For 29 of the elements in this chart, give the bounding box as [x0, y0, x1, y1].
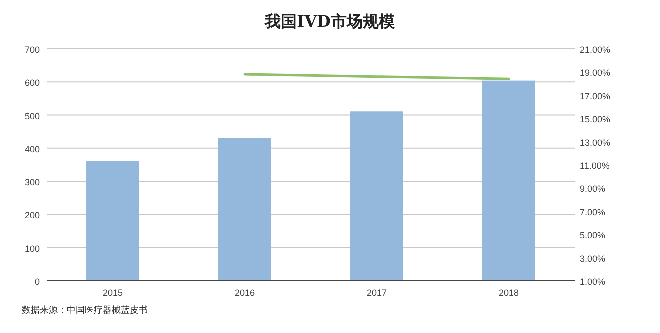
x-tick-label: 2017: [366, 288, 388, 298]
y2-tick-label: 7.00%: [580, 207, 606, 218]
bar: [218, 138, 272, 281]
y-tick-label: 200: [24, 210, 40, 221]
y-tick-label: 100: [24, 244, 40, 254]
source-note: 数据来源：中国医疗器械蓝皮书: [22, 305, 148, 315]
bar: [86, 161, 140, 281]
y2-tick-label: 19.00%: [580, 68, 611, 78]
y-tick-label: 600: [24, 78, 40, 88]
y-tick-label: 500: [24, 111, 40, 122]
y2-tick-label: 5.00%: [580, 230, 606, 241]
y-tick-label: 300: [24, 178, 40, 188]
y-tick-label: 400: [24, 144, 40, 154]
y2-tick-label: 21.00%: [580, 45, 611, 55]
bar: [350, 112, 404, 281]
y2-tick-label: 11.00%: [580, 161, 610, 171]
x-tick-label: 2018: [498, 288, 520, 298]
y2-tick-label: 9.00%: [580, 184, 606, 194]
y2-tick-label: 13.00%: [580, 138, 611, 148]
y2-tick-label: 3.00%: [580, 254, 606, 264]
y2-tick-label: 1.00%: [580, 277, 606, 287]
chart-title: 我国IVD市场规模: [264, 12, 395, 31]
y-tick-label: 700: [24, 45, 40, 55]
y2-tick-label: 17.00%: [580, 91, 611, 102]
x-tick-label: 2015: [102, 288, 124, 298]
x-tick-label: 2016: [234, 288, 256, 298]
y-tick-label: 0: [34, 277, 40, 287]
bar: [482, 80, 536, 281]
y2-tick-label: 15.00%: [580, 114, 611, 125]
